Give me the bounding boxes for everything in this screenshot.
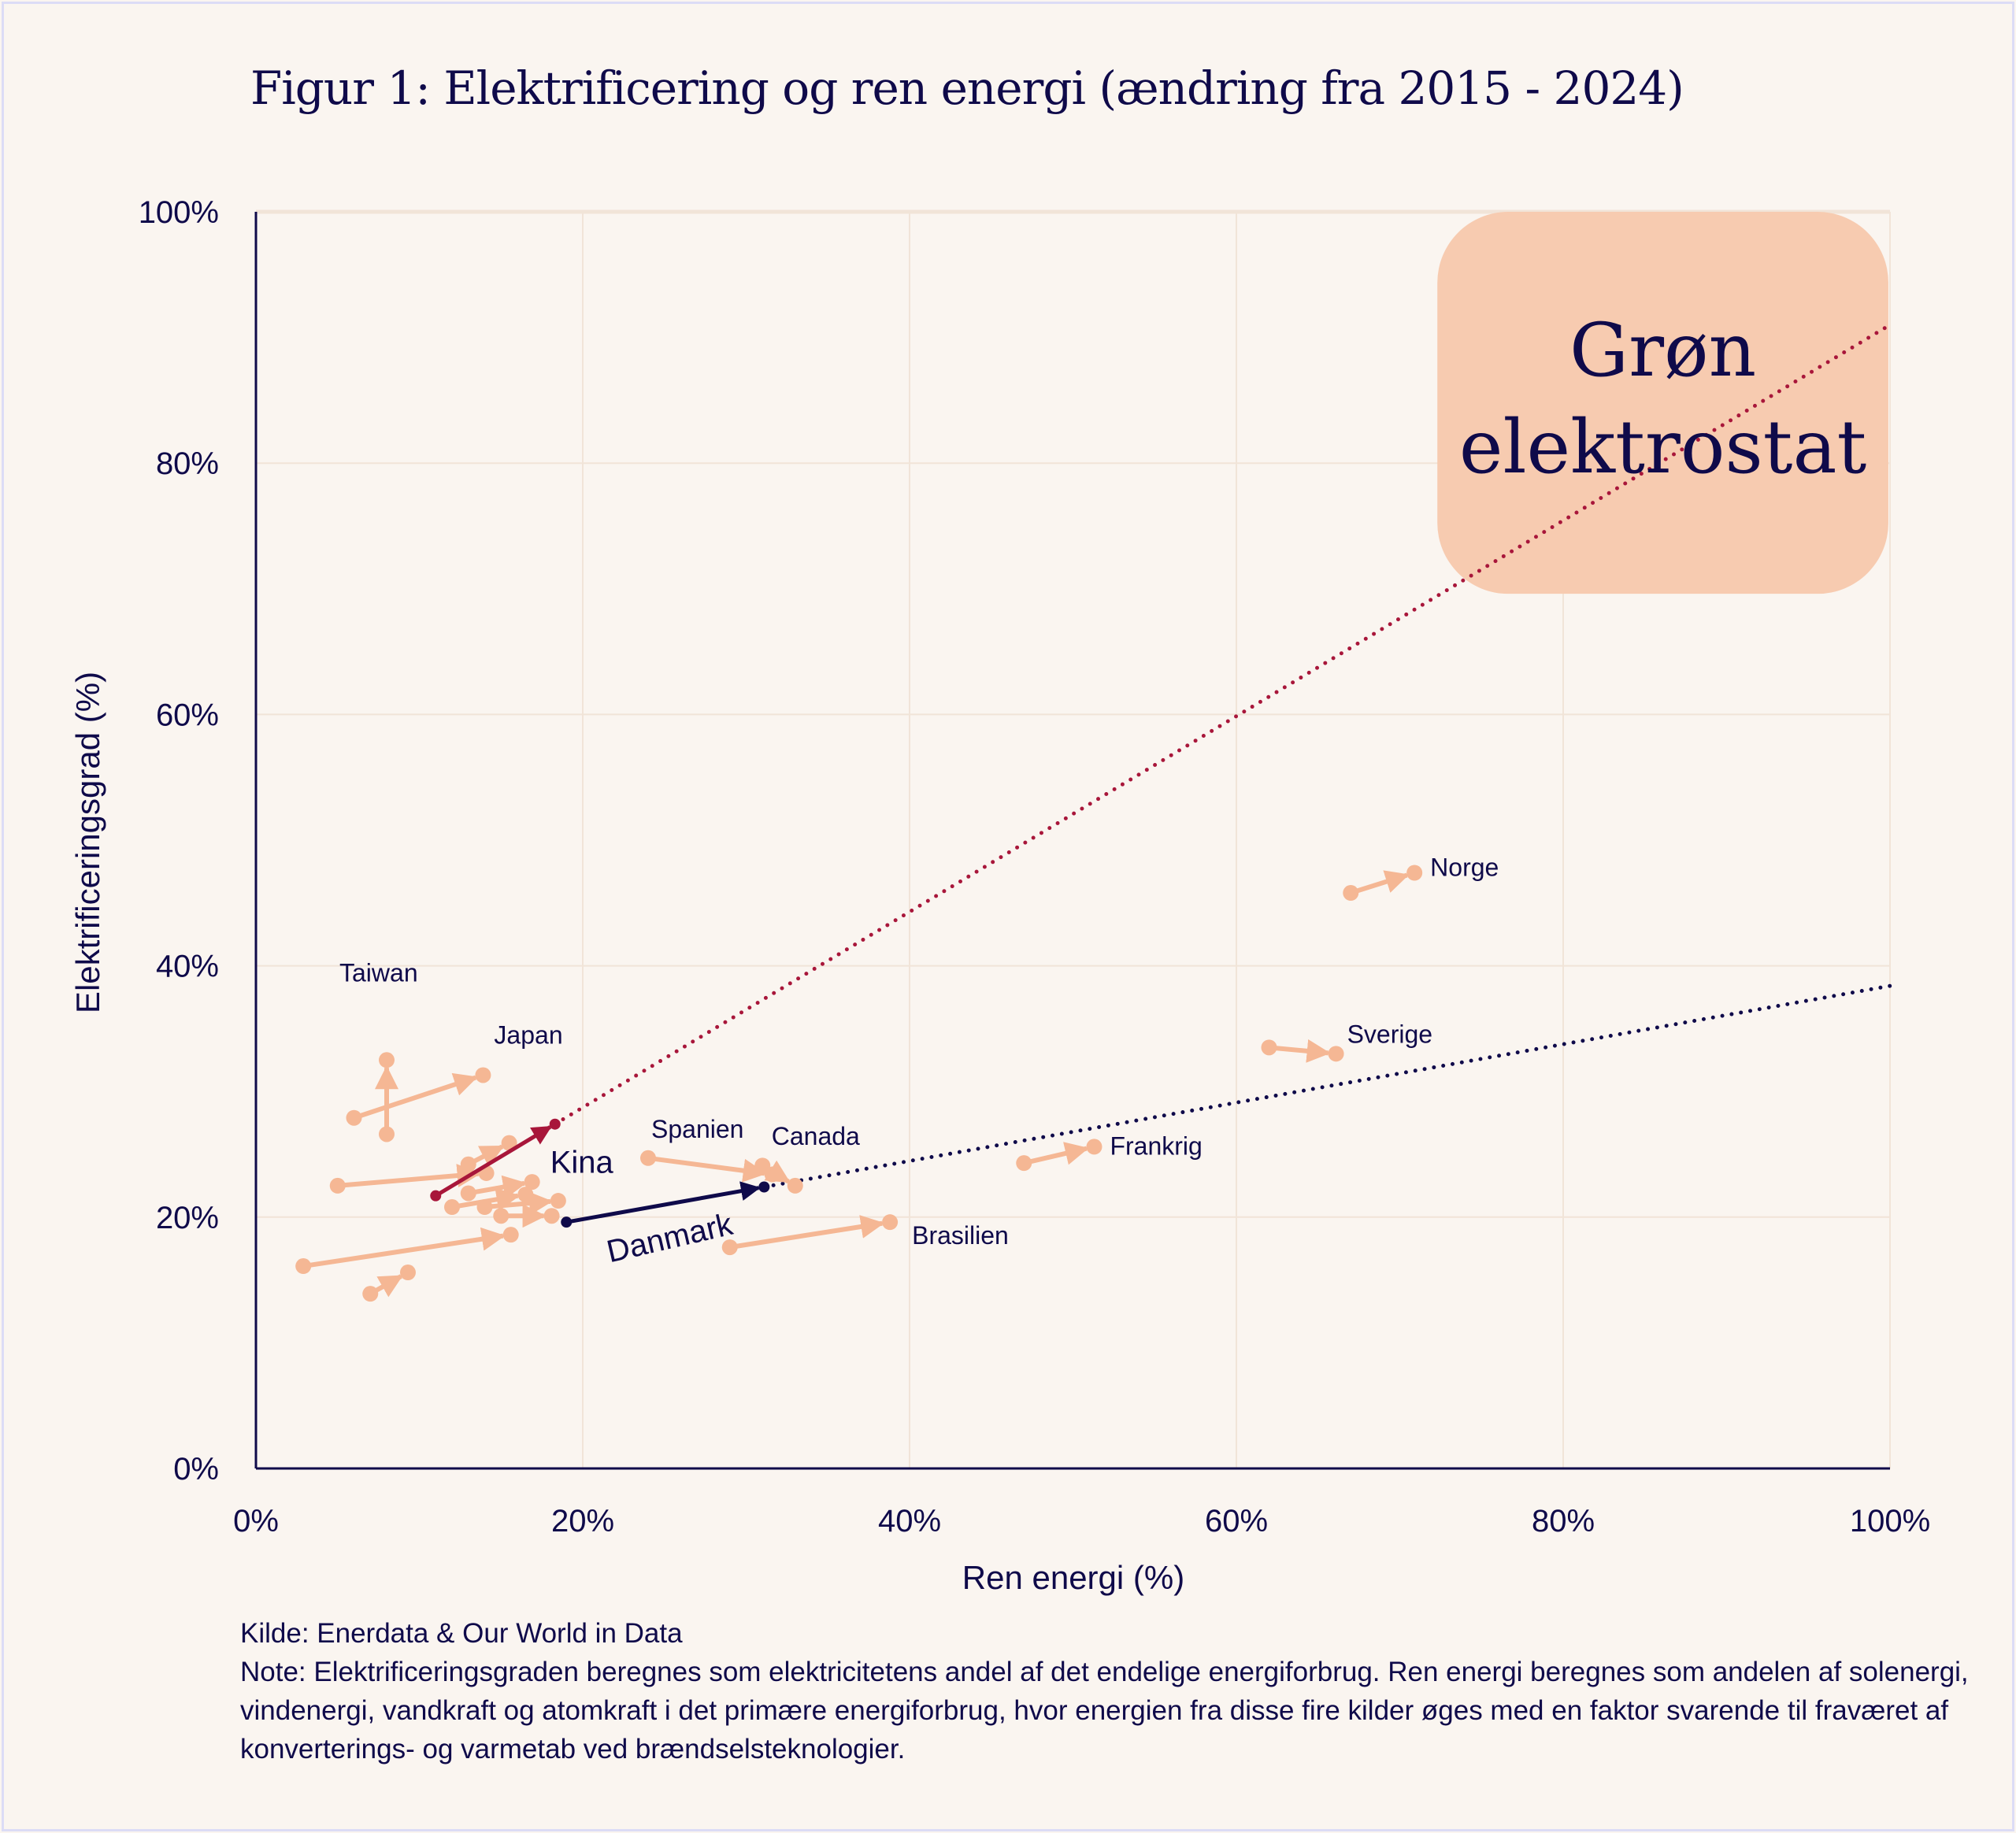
- country-label: Spanien: [651, 1115, 743, 1143]
- country-label: Danmark: [603, 1207, 736, 1270]
- country-label: Kina: [550, 1146, 614, 1180]
- y-tick-label: 40%: [156, 950, 219, 984]
- point-2015: [295, 1258, 312, 1275]
- y-tick-label: 0%: [173, 1452, 219, 1487]
- point-2024: [517, 1187, 534, 1203]
- country-label: Taiwan: [339, 958, 418, 987]
- series-frankrig: Frankrig: [1016, 1131, 1203, 1172]
- point-2024: [475, 1067, 491, 1083]
- note-text: Note: Elektrificeringsgraden beregnes so…: [240, 1657, 1969, 1764]
- point-2015: [721, 1239, 738, 1256]
- change-arrow: [302, 1227, 506, 1269]
- point-2024: [1328, 1046, 1344, 1062]
- series-spanien: Spanien: [640, 1115, 780, 1183]
- series-taiwan: Taiwan: [339, 958, 418, 1142]
- point-2015: [476, 1199, 493, 1216]
- change-arrow: [434, 1125, 552, 1198]
- change-arrow: [484, 1191, 553, 1216]
- point-2015: [460, 1156, 476, 1172]
- series-unlabeled-7: [295, 1227, 519, 1275]
- x-tick-label: 100%: [1850, 1504, 1930, 1539]
- trend-line-danmark-trend: [762, 983, 1892, 1189]
- point-2024: [787, 1177, 803, 1194]
- change-arrow: [468, 1175, 527, 1199]
- point-2024: [549, 1118, 561, 1130]
- footer: Kilde: Enerdata & Our World in Data Note…: [240, 1614, 1988, 1768]
- change-arrow: [565, 1181, 761, 1224]
- point-2024: [501, 1135, 517, 1151]
- series-unlabeled-2: [460, 1135, 517, 1172]
- series-danmark: Danmark: [561, 1181, 770, 1270]
- series-unlabeled-8: [362, 1265, 416, 1302]
- series-unlabeled-1: [329, 1164, 495, 1194]
- x-tick-label: 0%: [233, 1504, 279, 1539]
- series-brasilien: Brasilien: [721, 1214, 1009, 1256]
- change-arrow: [1023, 1142, 1089, 1166]
- source-text: Kilde: Enerdata & Our World in Data: [240, 1618, 683, 1649]
- x-axis-title: Ren energi (%): [962, 1559, 1184, 1596]
- x-tick-label: 60%: [1205, 1504, 1268, 1539]
- series-unlabeled-5: [476, 1191, 566, 1216]
- x-tick-label: 80%: [1532, 1504, 1595, 1539]
- series-unlabeled-6: [493, 1204, 560, 1228]
- point-2024: [502, 1227, 519, 1243]
- point-2015: [460, 1185, 476, 1202]
- point-2015: [1016, 1155, 1032, 1172]
- point-2015: [362, 1286, 379, 1302]
- point-2015: [493, 1208, 510, 1224]
- series-unlabeled-3: [460, 1174, 540, 1202]
- point-2015: [1261, 1039, 1277, 1056]
- point-2024: [550, 1193, 566, 1209]
- y-axis-title: Elektrificeringsgrad (%): [69, 672, 106, 1013]
- y-tick-label: 80%: [156, 446, 219, 481]
- change-arrow: [353, 1072, 478, 1120]
- point-2024: [1406, 865, 1423, 881]
- series-sverige: Sverige: [1261, 1020, 1433, 1063]
- series-canada: Canada: [754, 1122, 860, 1194]
- change-arrow: [1350, 870, 1410, 895]
- point-2024: [882, 1214, 899, 1231]
- series-norge: Norge: [1343, 853, 1499, 902]
- point-2024: [758, 1181, 770, 1193]
- point-2024: [399, 1265, 416, 1281]
- point-2015: [561, 1216, 573, 1228]
- point-2024: [543, 1208, 560, 1224]
- annotation-text: Grøn: [1569, 308, 1756, 394]
- point-2015: [640, 1150, 656, 1166]
- country-label: Sverige: [1347, 1020, 1433, 1048]
- series-kina: Kina: [430, 1118, 614, 1202]
- country-label: Brasilien: [912, 1221, 1009, 1250]
- y-tick-label: 20%: [156, 1201, 219, 1235]
- point-2024: [1086, 1139, 1102, 1155]
- chart-title: Figur 1: Elektrificering og ren energi (…: [250, 61, 1684, 115]
- change-arrow: [337, 1164, 481, 1188]
- x-tick-label: 40%: [878, 1504, 941, 1539]
- y-tick-label: 60%: [156, 698, 219, 732]
- point-2024: [524, 1174, 540, 1191]
- y-tick-label: 100%: [139, 195, 219, 230]
- country-label: Norge: [1430, 853, 1499, 881]
- country-label: Frankrig: [1110, 1131, 1202, 1160]
- annotation-box: [1437, 212, 1888, 594]
- point-2024: [379, 1052, 395, 1068]
- point-2015: [1343, 885, 1359, 902]
- point-2015: [430, 1190, 442, 1202]
- change-arrow: [647, 1155, 767, 1183]
- country-label: Japan: [494, 1020, 562, 1049]
- point-2015: [346, 1109, 362, 1126]
- point-2015: [444, 1199, 460, 1216]
- point-2015: [379, 1126, 395, 1142]
- country-label: Canada: [772, 1122, 860, 1150]
- change-arrow: [729, 1215, 885, 1250]
- series-japan: Japan: [346, 1020, 563, 1126]
- change-arrow: [1269, 1039, 1331, 1063]
- annotation-text: elektrostat: [1459, 405, 1867, 491]
- point-2015: [754, 1157, 771, 1174]
- point-2015: [329, 1177, 346, 1194]
- x-tick-label: 20%: [551, 1504, 614, 1539]
